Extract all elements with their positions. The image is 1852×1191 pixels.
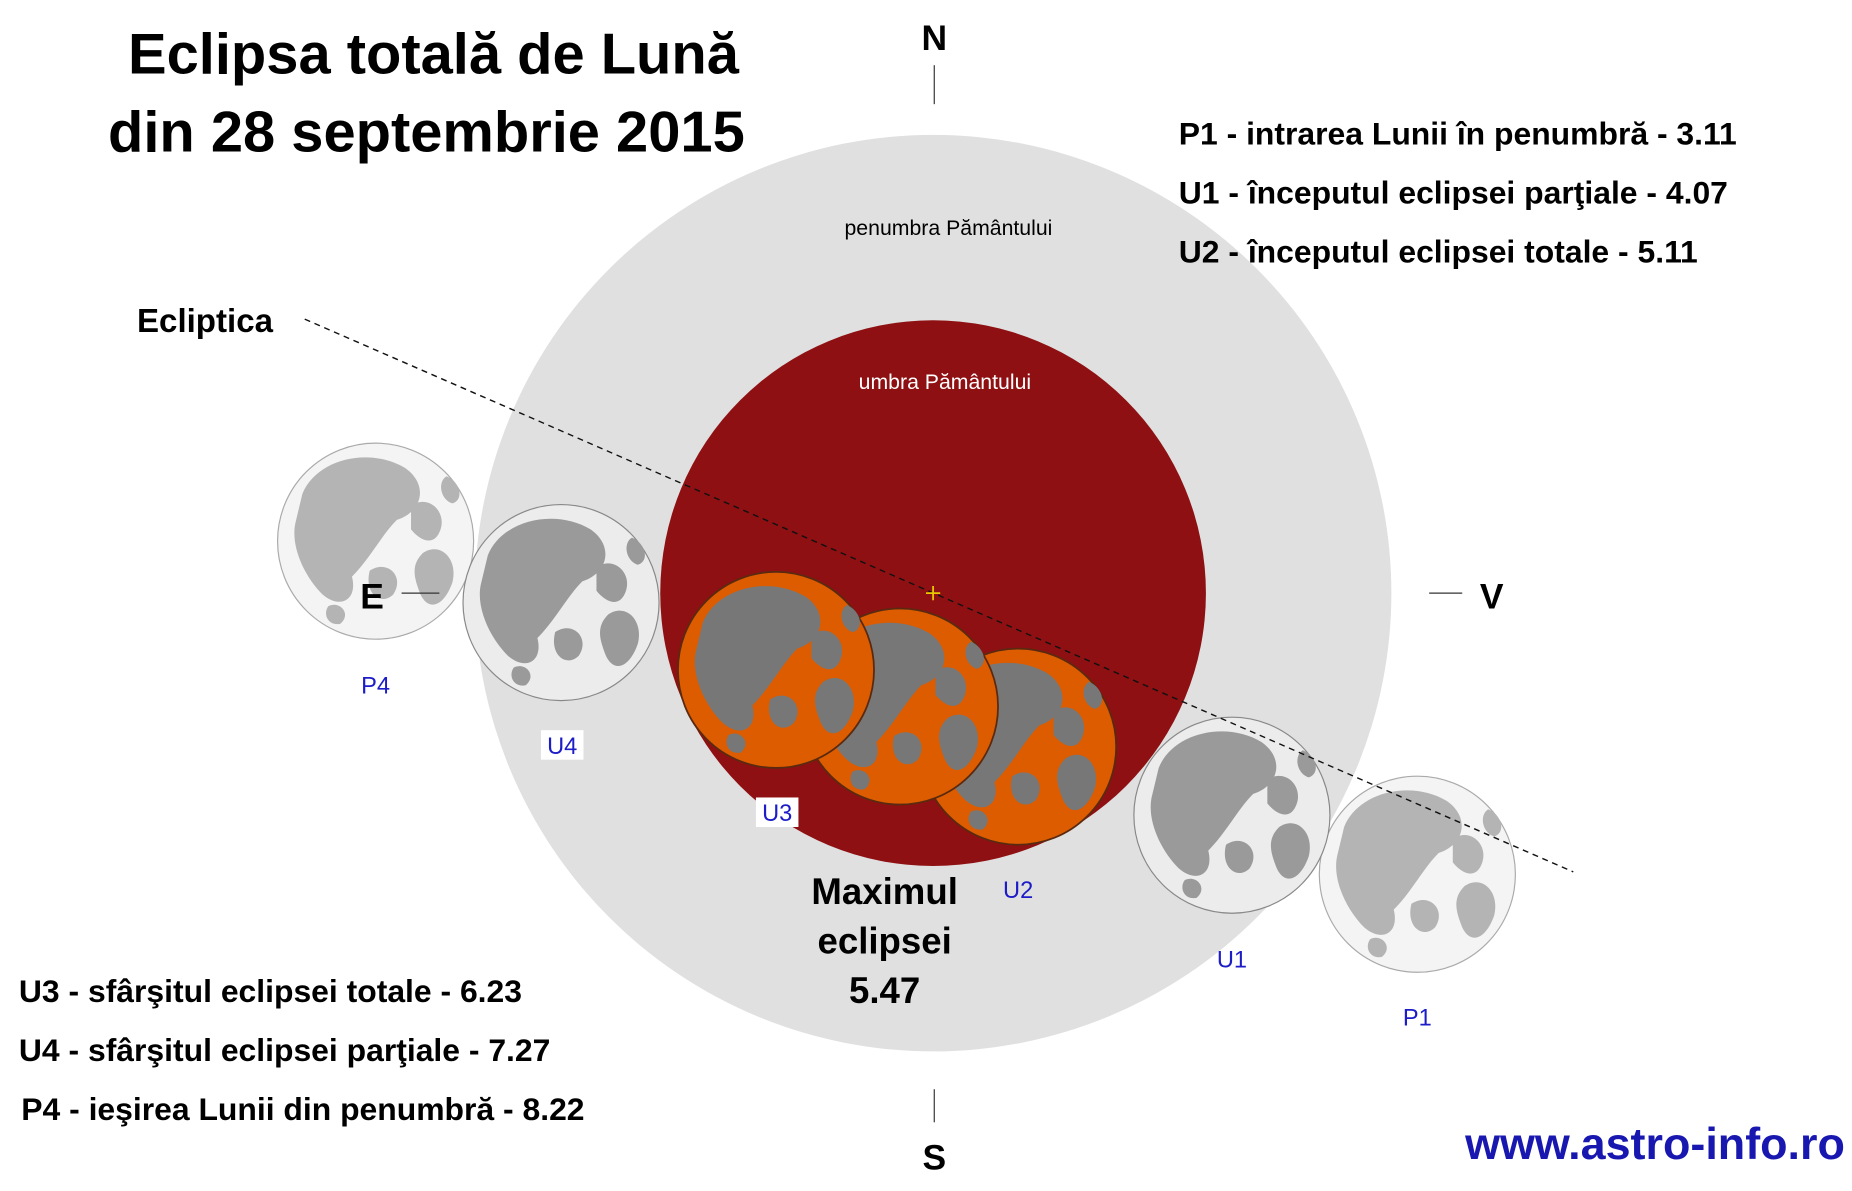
moon-label: P1 xyxy=(1403,1005,1432,1031)
umbra-label: umbra Pământului xyxy=(859,370,1031,394)
title-line: Eclipsa totală de Lună xyxy=(128,22,740,86)
moon-p1 xyxy=(1318,775,1516,973)
ecliptic-label: Ecliptica xyxy=(137,303,274,340)
website-url: www.astro-info.ro xyxy=(1464,1118,1845,1169)
maximum-line: Maximul xyxy=(811,871,957,912)
label-bg xyxy=(540,730,584,760)
moon-u1 xyxy=(1133,716,1331,914)
label-bg xyxy=(755,797,799,827)
ecliptic-line xyxy=(304,318,1574,873)
event-item: U1 - începutul eclipsei parţiale - 4.07 xyxy=(1179,174,1728,210)
compass-south: S xyxy=(922,1138,946,1178)
moon-label: U2 xyxy=(1003,878,1033,904)
event-item: P4 - ieşirea Lunii din penumbră - 8.22 xyxy=(21,1091,584,1127)
moon-label: U1 xyxy=(1217,948,1247,974)
event-item: U3 - sfârşitul eclipsei totale - 6.23 xyxy=(19,973,522,1009)
compass-east: E xyxy=(360,576,384,616)
compass-north: N xyxy=(921,18,947,58)
event-item: U2 - începutul eclipsei totale - 5.11 xyxy=(1179,233,1698,269)
penumbra-label: penumbra Pământului xyxy=(844,216,1052,240)
moon-label: U4 xyxy=(547,734,577,760)
event-item: U4 - sfârşitul eclipsei parţiale - 7.27 xyxy=(19,1032,550,1068)
title-line: din 28 septembrie 2015 xyxy=(108,100,745,164)
center-mark xyxy=(925,586,941,601)
maximum-time: 5.47 xyxy=(849,970,920,1011)
maximum-line: eclipsei xyxy=(817,920,951,961)
event-item: P1 - intrarea Lunii în penumbră - 3.11 xyxy=(1179,115,1737,151)
moon-u3 xyxy=(677,570,875,769)
moon-label: U3 xyxy=(762,801,792,827)
moon-u4 xyxy=(462,503,660,702)
moon-p4 xyxy=(276,442,475,640)
compass-west: V xyxy=(1480,576,1504,616)
moon-label: P4 xyxy=(361,674,390,700)
